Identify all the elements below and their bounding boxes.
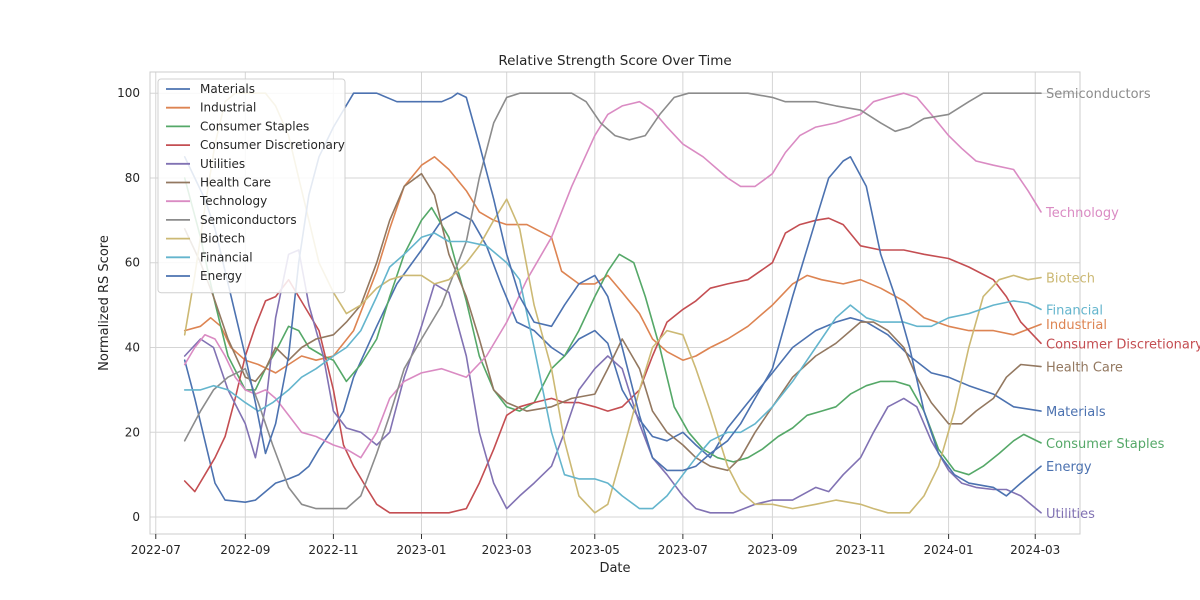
legend-label-utilities: Utilities: [200, 157, 245, 171]
y-tick-label: 20: [125, 425, 140, 439]
x-tick-label: 2022-09: [220, 543, 270, 557]
x-tick-label: 2023-09: [747, 543, 797, 557]
x-tick-label: 2022-07: [131, 543, 181, 557]
legend-label-semiconductors: Semiconductors: [200, 213, 297, 227]
x-tick-label: 2023-01: [396, 543, 446, 557]
series-line-industrial: [183, 156, 1042, 374]
y-tick-label: 100: [117, 86, 140, 100]
end-label-energy: Energy: [1046, 460, 1092, 475]
legend-label-industrial: Industrial: [200, 101, 256, 115]
x-tick-label: 2024-03: [1010, 543, 1060, 557]
legend: Materials Industrial Consumer Staples Consu…: [157, 78, 346, 294]
end-label-financial: Financial: [1046, 303, 1103, 318]
legend-box: [157, 78, 346, 294]
legend-label-energy: Energy: [200, 269, 242, 283]
x-tick-label: 2023-05: [570, 543, 620, 557]
end-label-biotech: Biotech: [1046, 272, 1095, 287]
end-label-industrial: Industrial: [1046, 318, 1107, 333]
end-label-technology: Technology: [1045, 206, 1119, 221]
grid: [150, 72, 1080, 534]
x-axis-title: Date: [599, 561, 630, 576]
x-tick-label: 2024-01: [924, 543, 974, 557]
series-line-energy: [183, 92, 1042, 497]
series-line-financial: [183, 232, 1042, 510]
y-tick-label: 40: [125, 341, 140, 355]
legend-label-technology: Technology: [199, 194, 267, 208]
series-line-semiconductors: [183, 92, 1042, 510]
end-label-utilities: Utilities: [1046, 507, 1095, 522]
legend-label-health-care: Health Care: [200, 176, 271, 190]
end-label-health-care: Health Care: [1046, 361, 1123, 376]
series-line-consumer-staples: [183, 177, 1042, 476]
legend-label-financial: Financial: [200, 250, 253, 264]
x-tick-label: 2023-03: [482, 543, 532, 557]
y-axis-title: Normalized RS Score: [97, 235, 112, 371]
legend-label-materials: Materials: [200, 82, 255, 96]
chart-title: Relative Strength Score Over Time: [498, 53, 731, 69]
y-axis-ticks: 0 20 40 60 80 100: [117, 86, 140, 524]
y-tick-label: 0: [132, 510, 140, 524]
legend-label-consumer-discretionary: Consumer Discretionary: [200, 138, 345, 152]
legend-label-consumer-staples: Consumer Staples: [200, 119, 309, 133]
x-tick-label: 2023-11: [835, 543, 885, 557]
series-end-labels: Materials Industrial Consumer Staples Consu…: [1045, 87, 1200, 522]
y-tick-label: 60: [125, 256, 140, 270]
y-tick-label: 80: [125, 171, 140, 185]
x-tick-label: 2022-11: [308, 543, 358, 557]
series-line-technology: [183, 92, 1042, 459]
end-label-consumer-discretionary: Consumer Discretionary: [1046, 337, 1200, 352]
end-label-semiconductors: Semiconductors: [1046, 87, 1151, 102]
plot-frame: [149, 71, 1081, 535]
end-label-materials: Materials: [1046, 405, 1106, 420]
x-tick-label: 2023-07: [658, 543, 708, 557]
legend-label-biotech: Biotech: [200, 232, 245, 246]
x-axis-ticks: 2022-07 2022-09 2022-11 2023-01 2023-03 2023-…: [131, 534, 1060, 557]
series-line-health-care: [183, 172, 1042, 472]
end-label-consumer-staples: Consumer Staples: [1046, 437, 1165, 452]
